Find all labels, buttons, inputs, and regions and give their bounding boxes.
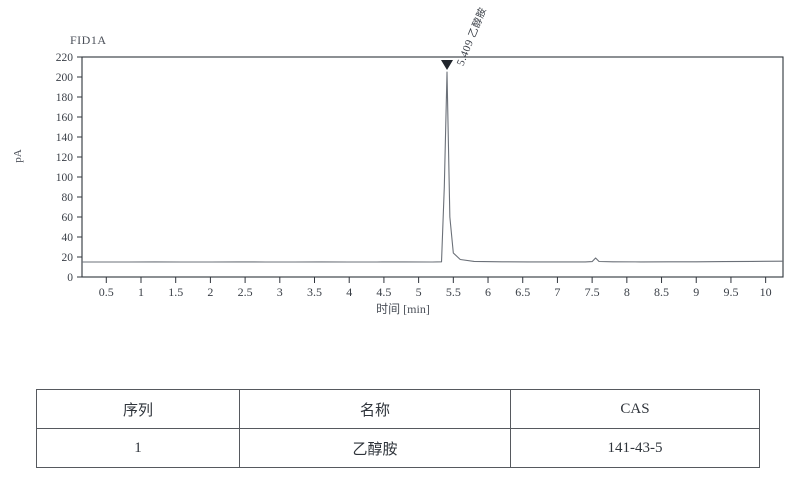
- cell-name: 乙醇胺: [239, 428, 511, 468]
- svg-text:120: 120: [56, 152, 74, 164]
- svg-text:200: 200: [56, 72, 74, 84]
- cell-cas: 141-43-5: [510, 428, 760, 468]
- svg-text:60: 60: [62, 212, 74, 224]
- chromatogram-panel: FID1A pA 0 20 40 60 80 100 120 140 160 180 200 220 0…: [12, 6, 784, 316]
- svg-text:9: 9: [693, 285, 699, 299]
- svg-text:1: 1: [138, 285, 144, 299]
- svg-text:220: 220: [56, 52, 74, 64]
- svg-text:20: 20: [62, 252, 74, 264]
- svg-text:180: 180: [56, 92, 74, 104]
- svg-text:8.5: 8.5: [654, 285, 669, 299]
- cell-sequence: 1: [36, 428, 240, 468]
- svg-text:160: 160: [56, 112, 74, 124]
- chromatogram-plot: 0 20 40 60 80 100 120 140 160 180 200 220 0.5 1 1.5 2 2.…: [56, 52, 784, 299]
- svg-text:6.5: 6.5: [515, 285, 530, 299]
- svg-text:40: 40: [62, 232, 74, 244]
- header-sequence: 序列: [36, 389, 240, 429]
- svg-text:9.5: 9.5: [723, 285, 738, 299]
- table-row: 1 乙醇胺 141-43-5: [36, 428, 760, 468]
- svg-text:10: 10: [760, 285, 772, 299]
- table-header-row: 序列 名称 CAS: [36, 389, 760, 429]
- svg-text:7.5: 7.5: [585, 285, 600, 299]
- svg-text:7: 7: [554, 285, 560, 299]
- compound-table: 序列 名称 CAS 1 乙醇胺 141-43-5: [36, 389, 760, 468]
- svg-text:8: 8: [624, 285, 630, 299]
- svg-text:100: 100: [56, 172, 74, 184]
- header-cas: CAS: [510, 389, 760, 429]
- svg-text:80: 80: [62, 192, 74, 204]
- svg-text:0.5: 0.5: [99, 285, 114, 299]
- svg-text:2: 2: [207, 285, 213, 299]
- table-body: 序列 名称 CAS 1 乙醇胺 141-43-5: [36, 389, 760, 468]
- svg-text:6: 6: [485, 285, 491, 299]
- svg-text:0: 0: [67, 272, 73, 284]
- svg-text:5.5: 5.5: [446, 285, 461, 299]
- svg-text:1.5: 1.5: [168, 285, 183, 299]
- x-axis-title: 时间 [min]: [376, 302, 430, 316]
- detector-label: FID1A: [70, 33, 107, 47]
- svg-text:140: 140: [56, 132, 74, 144]
- svg-text:5: 5: [416, 285, 422, 299]
- svg-text:3.5: 3.5: [307, 285, 322, 299]
- svg-text:4: 4: [346, 285, 352, 299]
- svg-text:3: 3: [277, 285, 283, 299]
- svg-text:4.5: 4.5: [376, 285, 391, 299]
- header-name: 名称: [239, 389, 511, 429]
- svg-text:2.5: 2.5: [238, 285, 253, 299]
